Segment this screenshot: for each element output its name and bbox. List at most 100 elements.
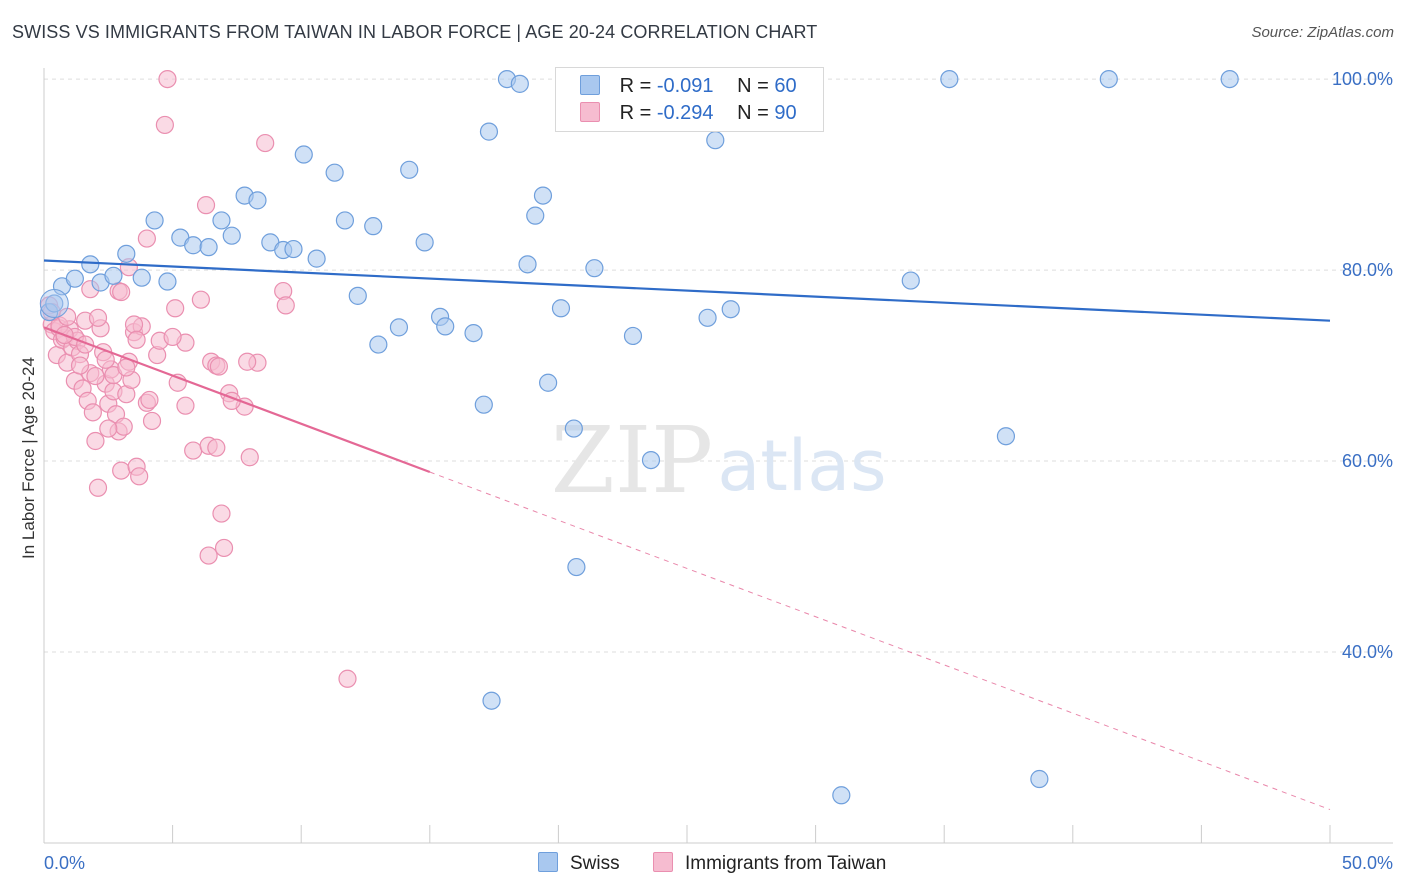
- swiss-point: [284, 239, 303, 259]
- swiss-point: [706, 131, 725, 150]
- swiss-point: [81, 255, 100, 274]
- swiss-point: [1099, 69, 1118, 89]
- taiwan-point: [212, 504, 231, 523]
- x-tick-label-max: 50.0%: [1342, 853, 1393, 873]
- swiss-point: [510, 74, 529, 93]
- taiwan-point: [127, 330, 146, 349]
- swiss-point: [145, 211, 164, 230]
- taiwan-point: [238, 352, 257, 371]
- swiss-point: [996, 427, 1016, 446]
- taiwan-point: [99, 419, 118, 438]
- taiwan-point: [88, 478, 108, 497]
- swiss-point: [464, 323, 483, 343]
- r-value: -0.091: [656, 75, 714, 97]
- taiwan-point: [256, 133, 275, 153]
- swiss-point: [832, 786, 851, 805]
- legend-item-taiwan[interactable]: Immigrants from Taiwan: [653, 852, 886, 875]
- swiss-point: [325, 163, 344, 182]
- swiss-point: [551, 299, 571, 318]
- watermark: ZIP atlas: [551, 407, 887, 514]
- taiwan-point: [176, 396, 195, 415]
- swiss-point: [104, 266, 123, 285]
- swiss-point: [901, 271, 920, 290]
- swiss-swatch: [580, 75, 600, 95]
- swiss-point: [184, 236, 203, 255]
- taiwan-point: [112, 282, 131, 302]
- swiss-point: [369, 335, 388, 354]
- legend-item-swiss[interactable]: Swiss: [538, 852, 620, 875]
- legend-label-swiss: Swiss: [570, 853, 620, 874]
- swiss-point: [400, 160, 419, 179]
- stats-legend: R = -0.091 N = 60 R = -0.294 N = 90: [555, 67, 824, 132]
- swiss-point: [45, 294, 64, 313]
- swiss-point: [567, 557, 586, 577]
- swiss-point: [564, 419, 583, 438]
- taiwan-point: [338, 669, 357, 688]
- taiwan-point: [124, 315, 144, 334]
- swiss-point: [1030, 769, 1049, 789]
- y-tick-labels: 100.0% 80.0% 60.0% 40.0%: [1332, 69, 1393, 662]
- taiwan-point: [155, 115, 174, 135]
- y-tick-label: 60.0%: [1342, 451, 1393, 471]
- taiwan-point: [199, 546, 218, 565]
- swiss-point: [248, 191, 267, 210]
- n-label: N =: [737, 75, 769, 97]
- r-value: -0.294: [656, 102, 714, 124]
- legend-row-swiss: R = -0.091 N = 60: [580, 75, 797, 99]
- swiss-point: [335, 211, 355, 230]
- swiss-points: [39, 69, 1239, 805]
- taiwan-point: [163, 327, 182, 347]
- taiwan-point: [191, 290, 210, 309]
- swiss-point: [940, 69, 959, 89]
- swiss-point: [199, 238, 218, 257]
- swiss-trend-line: [43, 259, 1331, 322]
- swiss-point: [479, 122, 499, 141]
- swiss-point: [539, 373, 558, 392]
- y-tick-label: 100.0%: [1332, 69, 1393, 89]
- taiwan-point: [70, 356, 90, 375]
- y-axis-label: In Labor Force | Age 20-24: [19, 357, 38, 559]
- taiwan-points: [40, 69, 357, 688]
- taiwan-swatch: [580, 102, 600, 122]
- taiwan-point: [112, 461, 131, 480]
- swiss-point: [307, 249, 326, 268]
- taiwan-point: [86, 431, 105, 451]
- swiss-point: [526, 206, 545, 225]
- swiss-point: [1220, 69, 1239, 89]
- x-tick-label-min: 0.0%: [44, 853, 85, 873]
- swiss-swatch: [538, 852, 558, 872]
- taiwan-point: [240, 448, 259, 467]
- chart-title: SWISS VS IMMIGRANTS FROM TAIWAN IN LABOR…: [12, 22, 818, 42]
- swiss-point: [415, 233, 434, 252]
- swiss-point: [533, 186, 553, 205]
- taiwan-point: [142, 411, 162, 431]
- r-label: R =: [619, 75, 652, 97]
- swiss-point: [641, 450, 661, 470]
- taiwan-point: [137, 229, 156, 248]
- taiwan-point: [196, 196, 216, 215]
- taiwan-point: [276, 296, 295, 315]
- taiwan-point: [184, 441, 203, 460]
- taiwan-point: [209, 357, 228, 376]
- taiwan-point: [86, 366, 105, 386]
- taiwan-point: [130, 467, 149, 486]
- taiwan-point: [140, 390, 159, 410]
- axes: [43, 68, 1393, 844]
- n-value: 60: [774, 75, 797, 97]
- swiss-point: [65, 269, 84, 288]
- swiss-point: [389, 318, 409, 337]
- swiss-point: [132, 268, 151, 287]
- swiss-point: [158, 272, 177, 291]
- swiss-point: [294, 145, 313, 164]
- swiss-point: [482, 691, 501, 710]
- y-tick-label: 80.0%: [1342, 260, 1393, 280]
- r-label: R =: [619, 102, 652, 124]
- swiss-point: [348, 286, 367, 305]
- taiwan-point: [88, 308, 108, 327]
- n-label: N =: [737, 102, 769, 124]
- swiss-point: [585, 259, 604, 278]
- swiss-point: [623, 326, 643, 346]
- taiwan-swatch: [653, 852, 673, 872]
- swiss-point: [698, 308, 717, 327]
